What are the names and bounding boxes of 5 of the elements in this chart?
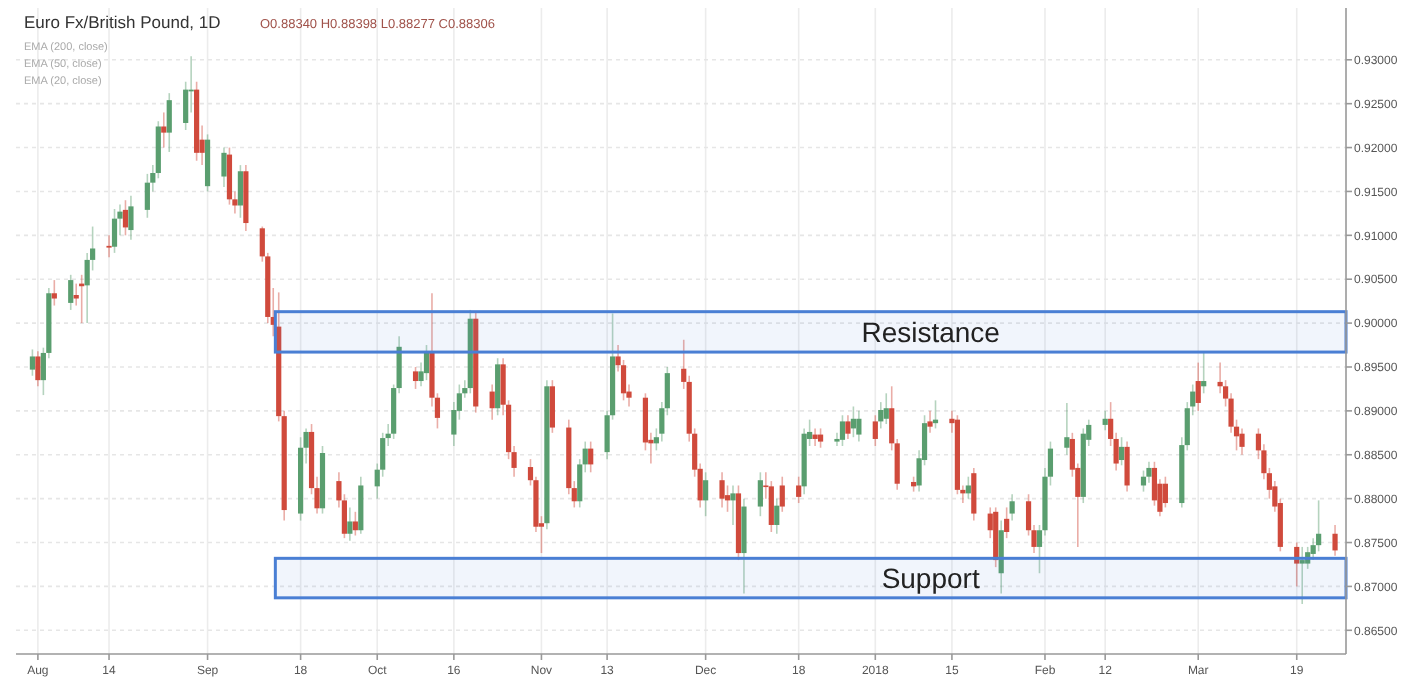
candlestick xyxy=(462,379,468,399)
band-label: Support xyxy=(881,562,980,595)
chart-title: Euro Fx/British Pound, 1D xyxy=(24,12,221,32)
candlestick xyxy=(812,427,818,447)
band-label: Resistance xyxy=(861,315,1001,348)
